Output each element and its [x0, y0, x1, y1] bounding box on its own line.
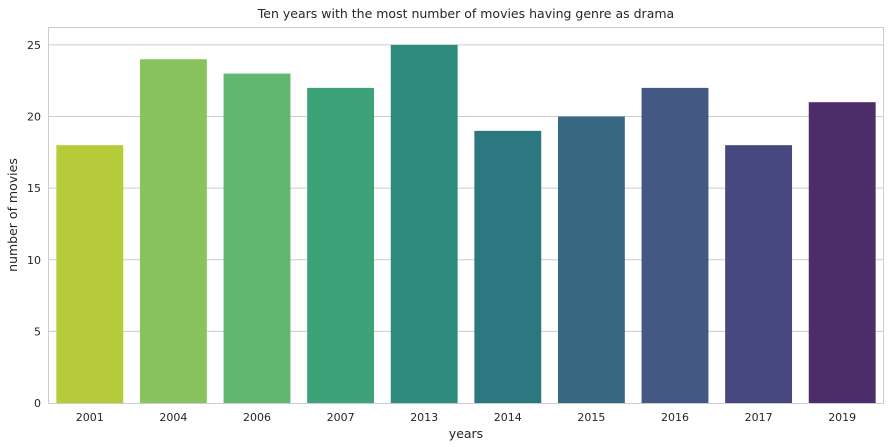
x-axis-label: years: [449, 426, 483, 441]
bars: [56, 44, 876, 404]
y-tick-labels: 0 5 10 15 20 25: [27, 39, 41, 410]
y-tick-label: 25: [27, 39, 41, 52]
plot-frame: [48, 27, 884, 404]
x-tick-label-2013: 2013: [410, 411, 438, 424]
y-axis-label: number of movies: [5, 158, 20, 272]
x-tick-label-2006: 2006: [243, 411, 271, 424]
y-tick-label: 0: [34, 397, 41, 410]
x-tick-label-2007: 2007: [327, 411, 355, 424]
x-tick-label-2016: 2016: [661, 411, 689, 424]
x-tick-label-2015: 2015: [577, 411, 605, 424]
x-tick-label-2014: 2014: [494, 411, 522, 424]
bar-2013: [390, 44, 458, 404]
y-tick-label: 5: [34, 325, 41, 338]
bar-2001: [56, 145, 124, 403]
bar-2004: [139, 59, 207, 403]
bar-2006: [223, 73, 291, 404]
bar-2014: [474, 130, 542, 403]
y-tick-label: 10: [27, 254, 41, 267]
x-tick-label-2019: 2019: [828, 411, 856, 424]
x-tick-labels: 2001 2004 2006 2007 2013 2014 2015 2016 2017 2019: [76, 411, 856, 424]
chart-title: Ten years with the most number of movies…: [257, 6, 674, 21]
bar-2016: [641, 87, 709, 403]
bar-2015: [557, 116, 625, 404]
bar-2019: [808, 102, 876, 403]
y-tick-label: 20: [27, 111, 41, 124]
bar-2017: [725, 145, 793, 403]
bar-2007: [307, 87, 375, 403]
y-tick-label: 15: [27, 182, 41, 195]
x-tick-label-2001: 2001: [76, 411, 104, 424]
x-tick-label-2017: 2017: [745, 411, 773, 424]
x-tick-label-2004: 2004: [159, 411, 187, 424]
